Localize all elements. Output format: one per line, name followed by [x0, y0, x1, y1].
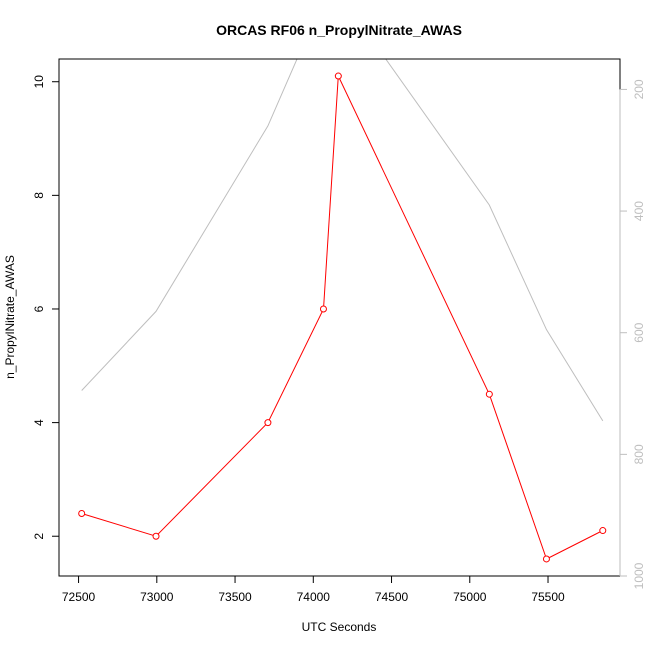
data-point [264, 419, 272, 427]
y-tick-label: 8 [32, 192, 46, 199]
data-point [599, 527, 607, 535]
data-point [152, 532, 160, 540]
x-tick-label: 72500 [62, 590, 96, 604]
y2-tick-label: 1000 [632, 562, 646, 589]
data-point [485, 390, 493, 398]
y-tick-label: 2 [32, 533, 46, 540]
y-tick-label: 4 [32, 419, 46, 426]
y2-tick-label: 600 [632, 322, 646, 342]
x-tick-label: 73000 [140, 590, 174, 604]
y2-tick-label: 200 [632, 79, 646, 99]
x-tick-label: 75000 [453, 590, 487, 604]
x-tick-label: 75500 [531, 590, 565, 604]
data-point [78, 510, 86, 518]
chart-title: ORCAS RF06 n_PropylNitrate_AWAS [216, 22, 462, 38]
plot-frame [58, 58, 621, 577]
x-tick-label: 74000 [297, 590, 331, 604]
series-line-right [81, 59, 604, 422]
y-tick-label: 10 [32, 75, 46, 89]
data-point [319, 305, 327, 313]
axes: 72500 73000 73500 74000 74500 75000 75500 2 4 6 8 1… [32, 75, 646, 604]
data-point [334, 72, 342, 80]
y2-tick-label: 400 [632, 201, 646, 221]
y2-tick-label: 800 [632, 444, 646, 464]
y-axis-title: n_PropylNitrate_AWAS [3, 255, 17, 379]
y-tick-label: 6 [32, 305, 46, 312]
plot-marks [78, 59, 607, 563]
x-tick-label: 74500 [375, 590, 409, 604]
x-tick-label: 73500 [218, 590, 252, 604]
data-point [542, 555, 550, 563]
x-axis-title: UTC Seconds [302, 620, 377, 634]
series-line-left [81, 74, 604, 560]
